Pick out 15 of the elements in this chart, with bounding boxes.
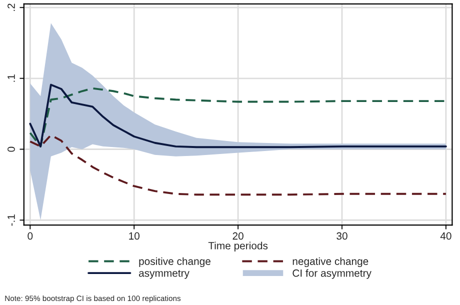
text: CI for asymmetry xyxy=(292,269,372,279)
y-tick-label: .1 xyxy=(8,74,15,82)
x-tick-label: 20 xyxy=(232,232,244,240)
legend-label: asymmetry xyxy=(138,270,190,279)
legend-label: negative change xyxy=(292,257,368,268)
y-tick-label: -.1 xyxy=(8,214,15,226)
line-series xyxy=(29,134,447,196)
x-tick-label: 10 xyxy=(129,232,140,240)
x-tick-label: 40 xyxy=(440,232,452,240)
legend-label: positive change xyxy=(139,257,210,268)
x-axis-title: Time periods xyxy=(208,242,268,252)
x-tick-label: 30 xyxy=(336,232,348,240)
y-tick-label: 0 xyxy=(8,146,15,152)
y-tick-label: .2 xyxy=(8,4,15,11)
x-tick-label: 0 xyxy=(28,232,33,240)
